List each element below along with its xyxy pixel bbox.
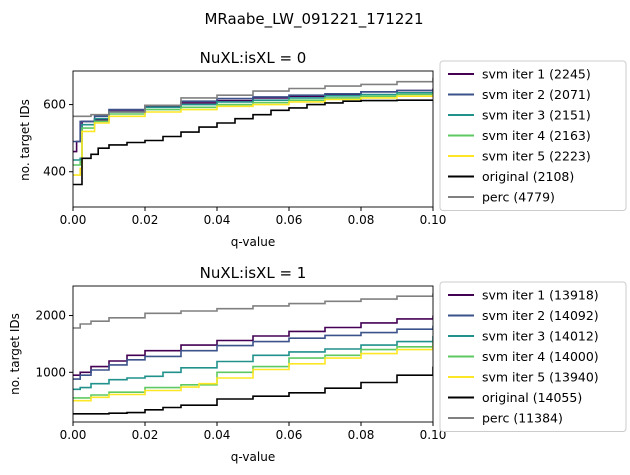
legend-entry: svm iter 2 (14092) xyxy=(482,308,599,323)
legend-entry: perc (4779) xyxy=(482,190,555,205)
series-line-7 xyxy=(73,293,433,329)
series-line-3 xyxy=(73,91,433,161)
legend-entry: svm iter 2 (2071) xyxy=(482,87,591,102)
x-tick-label: 0.10 xyxy=(420,213,447,227)
y-axis-label: no. target IDs xyxy=(8,313,22,395)
x-tick-label: 0.00 xyxy=(60,428,87,442)
series-line-3 xyxy=(73,336,433,391)
plot-area: 0.00 0.02 0.04 0.06 0.08 0.10 400 600 xyxy=(43,70,447,227)
x-tick-label: 0.06 xyxy=(276,428,303,442)
suptitle: MRaabe_LW_091221_171221 xyxy=(204,10,423,29)
legend-entry: svm iter 4 (2163) xyxy=(482,128,591,143)
x-tick-label: 0.10 xyxy=(420,428,447,442)
y-axis-label: no. target IDs xyxy=(18,99,32,181)
legend-entry: svm iter 4 (14000) xyxy=(482,349,599,364)
y-tick-label: 600 xyxy=(43,98,66,112)
y-tick-label: 400 xyxy=(43,165,66,179)
x-tick-label: 0.00 xyxy=(60,213,87,227)
axes-frame xyxy=(72,70,434,208)
legend-entry: svm iter 3 (14012) xyxy=(482,329,599,344)
x-tick-label: 0.02 xyxy=(132,213,159,227)
x-tick-label: 0.04 xyxy=(204,213,231,227)
legend: svm iter 1 (2245) svm iter 2 (2071) svm it… xyxy=(439,60,627,211)
legend-frame xyxy=(439,281,627,432)
x-axis-label: q-value xyxy=(231,235,275,249)
plot-area: 0.00 0.02 0.04 0.06 0.08 0.10 1000 2000 xyxy=(35,285,447,442)
legend: svm iter 1 (13918) svm iter 2 (14092) svm … xyxy=(439,281,627,432)
series-line-2 xyxy=(73,325,433,380)
legend-entry: svm iter 1 (13918) xyxy=(482,288,599,303)
legend-entry: svm iter 3 (2151) xyxy=(482,108,591,123)
x-tick-label: 0.06 xyxy=(276,213,303,227)
x-tick-label: 0.04 xyxy=(204,428,231,442)
x-axis-label: q-value xyxy=(231,450,275,464)
panel-isxl-0: NuXL:isXL = 0 0.00 0.02 0.04 0.06 0.08 0.10 40… xyxy=(18,49,627,249)
axes-frame xyxy=(72,285,434,423)
series-line-5 xyxy=(73,94,433,176)
y-tick-label: 2000 xyxy=(35,309,66,323)
legend-entry: original (14055) xyxy=(482,390,582,405)
series-line-7 xyxy=(73,77,433,118)
series-line-4 xyxy=(73,92,433,166)
panel-title: NuXL:isXL = 0 xyxy=(200,49,307,67)
series-line-6 xyxy=(73,99,433,186)
legend-entry: svm iter 1 (2245) xyxy=(482,67,591,82)
panel-isxl-1: NuXL:isXL = 1 0.00 0.02 0.04 0.06 0.08 0.10 10… xyxy=(8,264,627,464)
x-tick-label: 0.08 xyxy=(348,213,375,227)
legend-frame xyxy=(439,60,627,211)
legend-entry: original (2108) xyxy=(482,169,574,184)
legend-entry: svm iter 5 (2223) xyxy=(482,149,591,164)
legend-entry: svm iter 5 (13940) xyxy=(482,370,599,385)
panel-title: NuXL:isXL = 1 xyxy=(200,264,307,282)
series-line-6 xyxy=(73,366,433,415)
x-tick-label: 0.02 xyxy=(132,428,159,442)
x-tick-label: 0.08 xyxy=(348,428,375,442)
series-line-5 xyxy=(73,345,433,402)
y-tick-label: 1000 xyxy=(35,365,66,379)
legend-entry: perc (11384) xyxy=(482,411,563,426)
